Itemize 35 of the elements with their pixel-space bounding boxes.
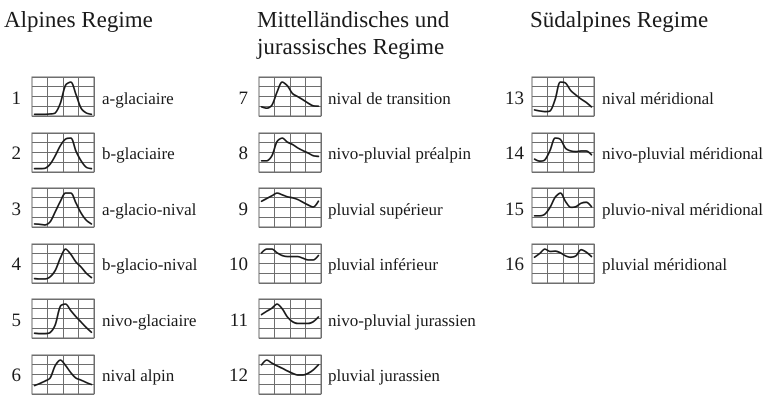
- text: 9: [238, 198, 248, 220]
- text: 1: [12, 88, 21, 110]
- text: pluvial supérieur: [328, 200, 443, 220]
- text: b-glacio-nival: [102, 255, 198, 275]
- text: 2: [12, 143, 21, 165]
- text: nival alpin: [102, 366, 174, 386]
- text: 4: [12, 254, 21, 276]
- text: 5: [12, 310, 21, 332]
- text: nivo-glaciaire: [102, 310, 196, 330]
- text: Südalpines Regime: [530, 6, 708, 33]
- text: nival méridional: [602, 88, 714, 108]
- text: pluvial jurassien: [328, 366, 440, 386]
- text: 14: [505, 143, 524, 165]
- text: b-glaciaire: [102, 144, 175, 164]
- text: 16: [505, 254, 524, 276]
- text: a-glaciaire: [102, 88, 174, 108]
- text: 15: [505, 198, 524, 220]
- text: pluvial inférieur: [328, 255, 438, 275]
- text: 13: [505, 88, 524, 110]
- text: 6: [12, 365, 21, 387]
- text: 3: [12, 198, 21, 220]
- text: nival de transition: [328, 88, 451, 108]
- text: 11: [230, 310, 248, 332]
- text: nivo-pluvial préalpin: [328, 144, 472, 164]
- text: 10: [229, 254, 248, 276]
- text: pluvio-nival méridional: [602, 200, 763, 220]
- text: nivo-pluvial méridional: [602, 144, 763, 164]
- text: a-glacio-nival: [102, 200, 196, 220]
- text: Mittelländisches und jurassisches Regime: [257, 6, 450, 60]
- text: 8: [238, 143, 248, 165]
- text: pluvial méridional: [602, 255, 728, 275]
- text: Alpines Regime: [4, 6, 153, 33]
- text: 7: [238, 88, 248, 110]
- text: 12: [229, 365, 248, 387]
- text: nivo-pluvial jurassien: [328, 310, 476, 330]
